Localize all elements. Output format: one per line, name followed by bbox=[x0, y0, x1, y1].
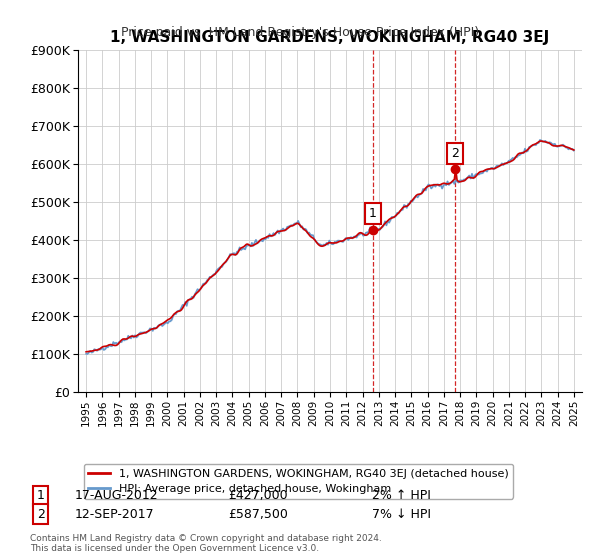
Text: Contains HM Land Registry data © Crown copyright and database right 2024.
This d: Contains HM Land Registry data © Crown c… bbox=[30, 534, 382, 553]
Title: 1, WASHINGTON GARDENS, WOKINGHAM, RG40 3EJ: 1, WASHINGTON GARDENS, WOKINGHAM, RG40 3… bbox=[110, 30, 550, 45]
Text: 2: 2 bbox=[451, 147, 459, 160]
Text: Price paid vs. HM Land Registry's House Price Index (HPI): Price paid vs. HM Land Registry's House … bbox=[121, 26, 479, 39]
Text: 17-AUG-2012: 17-AUG-2012 bbox=[75, 489, 158, 502]
Legend: 1, WASHINGTON GARDENS, WOKINGHAM, RG40 3EJ (detached house), HPI: Average price,: 1, WASHINGTON GARDENS, WOKINGHAM, RG40 3… bbox=[83, 464, 514, 498]
Text: 1: 1 bbox=[369, 208, 377, 221]
Text: 12-SEP-2017: 12-SEP-2017 bbox=[75, 507, 155, 521]
Text: 7% ↓ HPI: 7% ↓ HPI bbox=[372, 507, 431, 521]
Text: 2: 2 bbox=[37, 507, 45, 521]
Text: £427,000: £427,000 bbox=[228, 489, 287, 502]
Text: 2% ↑ HPI: 2% ↑ HPI bbox=[372, 489, 431, 502]
Text: 1: 1 bbox=[37, 489, 45, 502]
Text: £587,500: £587,500 bbox=[228, 507, 288, 521]
